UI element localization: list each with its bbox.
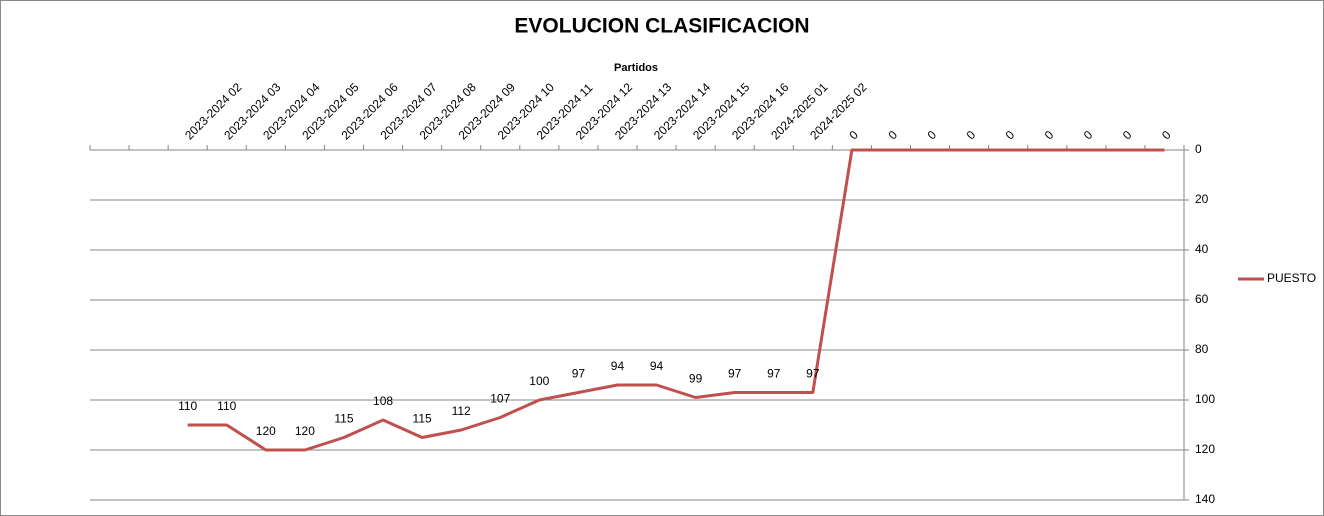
data-label: 94 — [650, 359, 664, 373]
chart-title: EVOLUCION CLASIFICACION — [514, 15, 809, 38]
data-label: 97 — [767, 367, 781, 381]
data-label: 120 — [295, 424, 315, 438]
y-tick-label: 20 — [1195, 192, 1209, 206]
data-label: 110 — [217, 399, 236, 413]
data-label: 100 — [529, 374, 549, 388]
y-tick-label: 100 — [1195, 392, 1215, 406]
data-label: 108 — [373, 394, 393, 408]
data-label: 97 — [572, 367, 586, 381]
data-label: 94 — [611, 359, 625, 373]
data-label: 110 — [178, 399, 197, 413]
legend-label: PUESTO — [1267, 271, 1316, 285]
y-tick-label: 120 — [1195, 442, 1215, 456]
data-label: 97 — [806, 367, 820, 381]
data-label: 99 — [689, 372, 703, 386]
y-tick-label: 60 — [1195, 292, 1209, 306]
series-line — [187, 148, 1165, 452]
data-label: 115 — [334, 412, 353, 426]
data-label: 120 — [256, 424, 276, 438]
x-axis-title: Partidos — [614, 62, 658, 74]
data-label: 115 — [413, 412, 432, 426]
data-label: 112 — [452, 404, 471, 418]
y-tick-label: 140 — [1195, 492, 1215, 506]
y-tick-label: 40 — [1195, 242, 1209, 256]
data-label: 107 — [490, 392, 510, 406]
data-label: 97 — [728, 367, 742, 381]
y-tick-label: 0 — [1195, 142, 1202, 156]
y-tick-label: 80 — [1195, 342, 1209, 356]
